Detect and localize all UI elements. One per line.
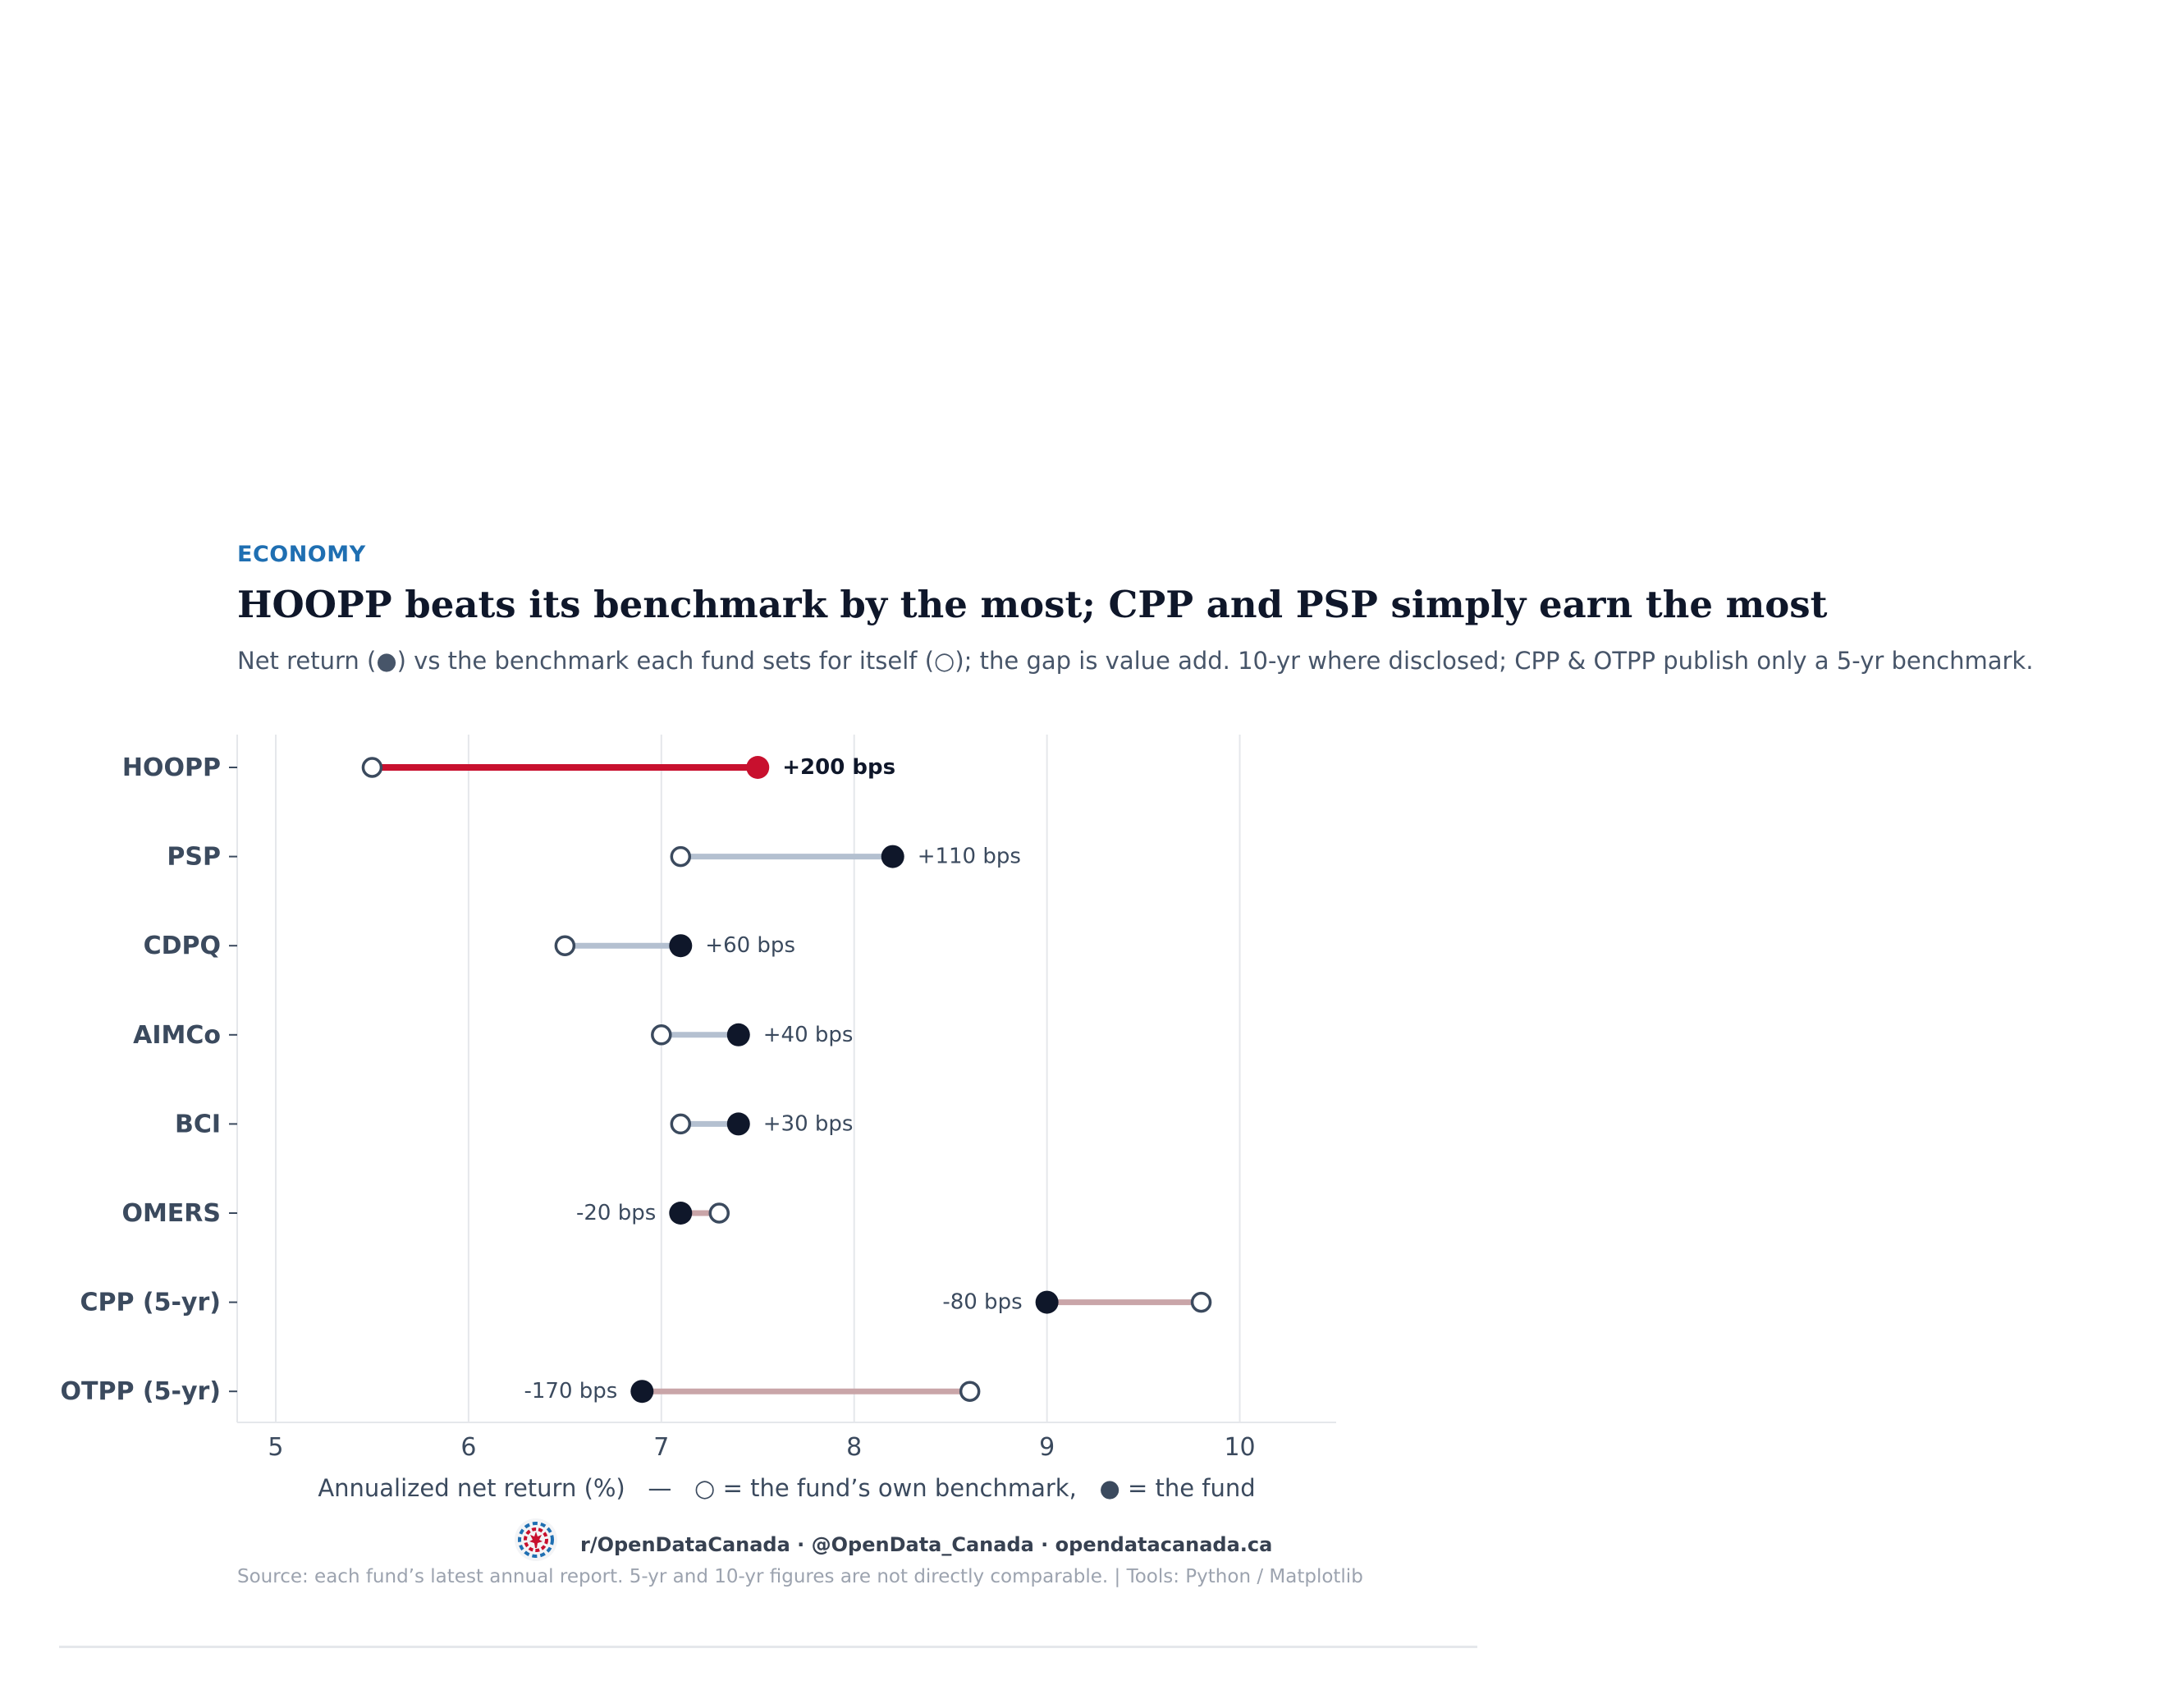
y-tick-label: OMERS — [121, 1199, 221, 1228]
benchmark-point — [708, 1202, 730, 1224]
y-tick-label: PSP — [167, 843, 221, 872]
gap-data-label: -20 bps — [576, 1201, 656, 1225]
x-tick-label: 8 — [846, 1433, 862, 1462]
brand-line: r/OpenDataCanada · @OpenData_Canada · op… — [580, 1533, 1273, 1556]
y-tick-label: AIMCo — [133, 1021, 221, 1050]
gap-data-label: +30 bps — [763, 1111, 854, 1136]
fund-point — [630, 1380, 654, 1404]
fund-point — [669, 934, 693, 958]
benchmark-point — [361, 757, 383, 778]
benchmark-point — [1190, 1291, 1212, 1313]
fund-point — [726, 1023, 750, 1046]
chart-subtitle: Net return (●) vs the benchmark each fun… — [237, 647, 2034, 675]
fund-point — [726, 1112, 750, 1136]
x-tick-label: 9 — [1039, 1433, 1055, 1462]
benchmark-point — [554, 935, 576, 956]
fund-point — [881, 845, 904, 868]
benchmark-point — [670, 845, 692, 868]
y-tick-label: OTPP (5-yr) — [61, 1377, 221, 1406]
benchmark-point — [651, 1024, 672, 1046]
y-tick-label: HOOPP — [122, 753, 221, 782]
maple-leaf-logo-icon — [515, 1518, 557, 1561]
x-tick-label: 7 — [653, 1433, 669, 1462]
x-tick-label: 5 — [268, 1433, 283, 1462]
y-tick-label: BCI — [175, 1110, 221, 1138]
benchmark-point — [959, 1381, 981, 1402]
y-tick-label: CDPQ — [144, 932, 221, 960]
section-kicker: ECONOMY — [237, 542, 366, 567]
x-tick-label: 6 — [460, 1433, 476, 1462]
gap-data-label: +200 bps — [782, 755, 895, 780]
source-note: Source: each fund’s latest annual report… — [237, 1566, 1363, 1587]
fund-point — [1035, 1290, 1059, 1314]
gap-data-label: +110 bps — [918, 845, 1021, 869]
gap-data-label: +60 bps — [705, 933, 795, 958]
gap-data-label: -80 bps — [942, 1290, 1022, 1315]
footer-divider — [59, 1646, 1477, 1648]
benchmark-point — [670, 1113, 692, 1135]
fund-point — [746, 756, 770, 779]
gap-data-label: -170 bps — [524, 1379, 617, 1404]
x-axis-label: Annualized net return (%) — ○ = the fund… — [318, 1474, 1255, 1502]
gap-data-label: +40 bps — [763, 1023, 854, 1047]
fund-point — [669, 1202, 693, 1225]
x-tick-label: 10 — [1224, 1433, 1255, 1462]
y-tick-label: CPP (5-yr) — [80, 1289, 221, 1317]
chart-title: HOOPP beats its benchmark by the most; C… — [237, 583, 1828, 626]
